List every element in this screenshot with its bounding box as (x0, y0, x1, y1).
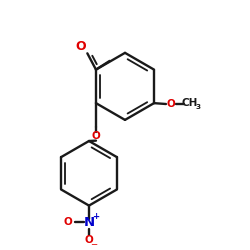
Text: O: O (92, 131, 100, 141)
Text: +: + (92, 212, 99, 221)
Text: O: O (84, 235, 93, 245)
Text: N: N (84, 216, 95, 229)
Text: CH: CH (181, 98, 198, 108)
Text: 3: 3 (196, 104, 200, 110)
Text: O: O (75, 40, 86, 53)
Text: O: O (166, 100, 175, 110)
Text: O: O (64, 217, 72, 227)
Text: −: − (90, 239, 98, 248)
